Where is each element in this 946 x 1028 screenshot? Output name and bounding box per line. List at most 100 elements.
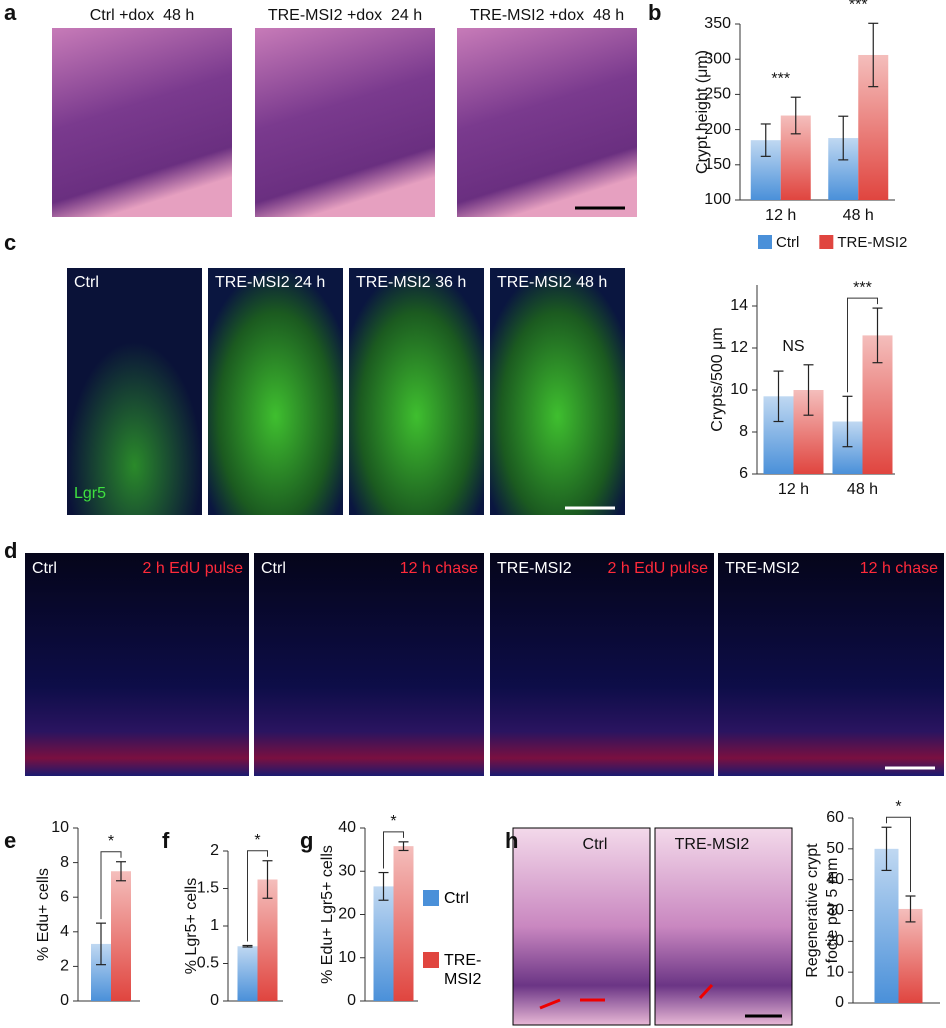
image-caption: 2 h EdU pulse: [607, 560, 708, 577]
error-bar: [398, 841, 409, 852]
y-tick-label: 1.5: [197, 880, 219, 897]
image-caption: TRE-MSI2 +dox 24 h: [268, 7, 422, 24]
image-caption: TRE-MSI2 48 h: [497, 274, 607, 291]
x-tick-label: 48 h: [843, 207, 874, 224]
image-caption: TRE-MSI2 24 h: [215, 274, 325, 291]
bar: [874, 848, 899, 1003]
error-bar: [842, 395, 853, 448]
y-tick-label: 2: [60, 958, 69, 975]
y-tick-label: 6: [739, 465, 748, 482]
error-bar: [838, 115, 849, 161]
micrograph: [512, 827, 651, 1026]
error-bar: [242, 944, 253, 948]
legend-swatch: [423, 952, 439, 968]
significance-bracket: [383, 831, 404, 869]
error-bar: [96, 922, 106, 966]
image-caption: Ctrl: [32, 560, 57, 577]
y-tick-label: 10: [51, 819, 69, 836]
image-caption: Ctrl: [261, 560, 286, 577]
image-caption: TRE-MSI2 36 h: [356, 274, 466, 291]
image-caption: TRE-MSI2: [497, 560, 572, 577]
micrograph: [490, 268, 625, 515]
bar: [898, 908, 923, 1003]
micrograph: [654, 827, 793, 1026]
y-axis-label: Crypt height (μm): [694, 50, 711, 174]
image-caption: TRE-MSI2: [675, 836, 750, 853]
y-tick-label: 12: [730, 339, 748, 356]
y-tick-label: 250: [704, 86, 731, 103]
image-caption: Ctrl +dox 48 h: [90, 7, 195, 24]
legend-swatch: [423, 890, 439, 906]
legend-label: TRE-MSI2: [444, 952, 482, 988]
error-bar: [881, 826, 892, 872]
y-tick-label: 40: [338, 819, 356, 836]
error-bar: [116, 861, 126, 882]
arrow: [539, 983, 714, 1010]
y-tick-label: 10: [826, 963, 844, 980]
y-tick-label: 14: [730, 297, 748, 314]
error-bar: [262, 860, 273, 899]
micrograph: [52, 28, 232, 217]
bar: [393, 846, 414, 1001]
legend-entry: Ctrl: [444, 890, 469, 907]
significance-bracket: [886, 816, 911, 893]
y-axis-label: Crypts/500 μm: [709, 327, 726, 431]
image-caption: Ctrl: [583, 836, 608, 853]
significance-label: *: [108, 833, 114, 850]
significance-label: *: [895, 798, 901, 815]
panel-label: e: [4, 828, 16, 853]
y-tick-label: 30: [826, 902, 844, 919]
legend-label: Ctrl: [444, 890, 469, 907]
y-tick-label: 2: [210, 842, 219, 859]
legend-swatch: [758, 235, 772, 249]
y-tick-label: 200: [704, 121, 731, 138]
significance-bracket: [847, 297, 878, 393]
error-bar: [378, 871, 389, 901]
y-axis-label: focie per 5 mm: [824, 858, 841, 964]
y-tick-label: 0.5: [197, 955, 219, 972]
x-tick-label: 48 h: [847, 481, 878, 498]
micrograph: [67, 268, 202, 515]
y-tick-label: 350: [704, 15, 731, 32]
panel-label: h: [505, 828, 518, 853]
panel-label: g: [300, 828, 313, 853]
y-tick-label: 8: [739, 423, 748, 440]
error-bar: [872, 307, 883, 364]
panel-label: d: [4, 538, 17, 563]
y-tick-label: 0: [60, 992, 69, 1009]
significance-label: ***: [853, 279, 872, 296]
y-tick-label: 50: [826, 840, 844, 857]
micrograph: [349, 268, 484, 515]
image-caption: 12 h chase: [400, 560, 478, 577]
significance-bracket: [100, 851, 122, 920]
y-tick-label: 150: [704, 156, 731, 173]
y-tick-label: 30: [338, 862, 356, 879]
stain-label: Lgr5: [74, 485, 106, 502]
y-tick-label: 20: [338, 906, 356, 923]
y-tick-label: 20: [826, 933, 844, 950]
y-tick-label: 0: [210, 992, 219, 1009]
micrograph: [255, 28, 435, 217]
y-tick-label: 4: [60, 923, 69, 940]
y-tick-label: 60: [826, 809, 844, 826]
error-bar: [803, 364, 814, 416]
bar: [237, 946, 258, 1001]
y-tick-label: 100: [704, 191, 731, 208]
image-caption: 12 h chase: [860, 560, 938, 577]
panel-label: a: [4, 0, 17, 25]
legend-label: TRE-MSI2: [837, 234, 907, 251]
micrograph: [208, 268, 343, 515]
significance-label: ***: [771, 70, 790, 87]
error-bar: [790, 96, 801, 135]
y-tick-label: 0: [835, 994, 844, 1011]
panel-label: b: [648, 0, 661, 25]
y-tick-label: 300: [704, 50, 731, 67]
y-axis-label: % Lgr5+ cells: [183, 878, 200, 975]
micrograph: [254, 553, 484, 776]
image-caption: TRE-MSI2: [725, 560, 800, 577]
y-tick-label: 6: [60, 888, 69, 905]
y-tick-label: 10: [730, 381, 748, 398]
micrograph: [25, 553, 249, 776]
y-tick-label: 10: [338, 949, 356, 966]
